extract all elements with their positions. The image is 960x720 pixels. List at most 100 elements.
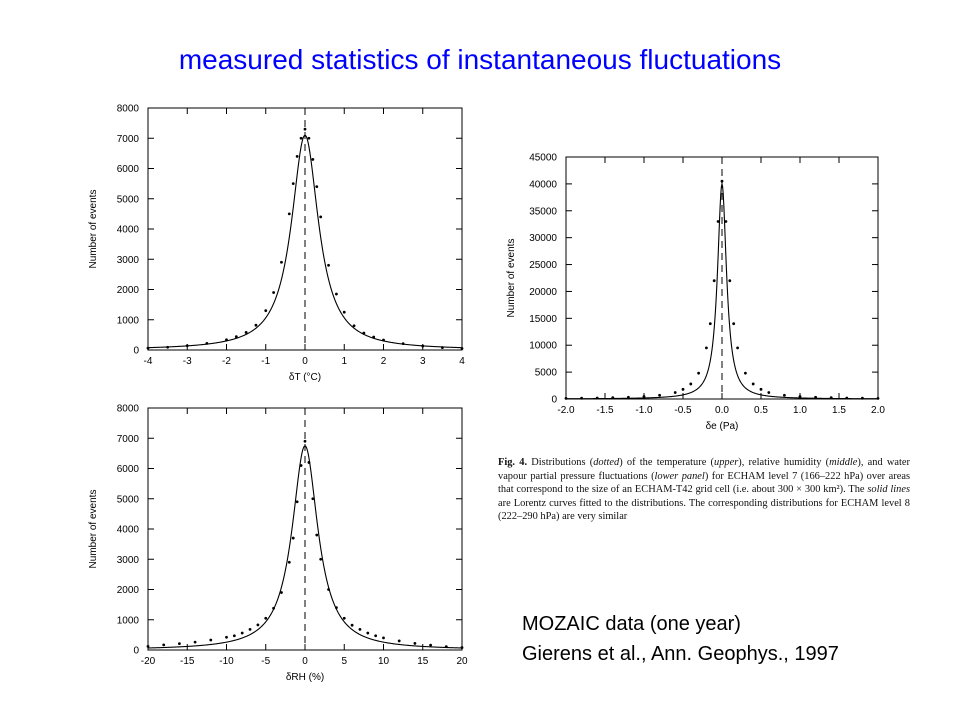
x-tick-label: -0.5 (674, 405, 692, 416)
x-axis-label: δe (Pa) (706, 421, 739, 432)
y-tick-label: 1000 (117, 315, 140, 326)
distribution-point (307, 461, 311, 464)
distribution-point (429, 643, 432, 647)
distribution-point (240, 631, 244, 635)
distribution-point (342, 310, 346, 314)
y-tick-label: 8000 (117, 404, 140, 415)
distribution-point (287, 212, 291, 216)
distribution-point (580, 396, 583, 400)
distribution-point (759, 387, 763, 391)
lorentz-fit-line (565, 183, 879, 400)
distribution-point (673, 391, 677, 394)
y-axis-label: Number of events (88, 190, 99, 269)
x-axis-label: δRH (%) (286, 672, 324, 683)
distribution-point (611, 396, 615, 400)
x-axis-label: δT (°C) (289, 372, 321, 383)
distribution-point (185, 344, 189, 348)
y-tick-label: 7000 (117, 134, 140, 145)
x-tick-label: 5 (341, 656, 347, 667)
distribution-point (362, 331, 366, 335)
distribution-point (315, 185, 319, 189)
y-tick-label: 35000 (529, 206, 557, 217)
x-tick-label: 1.0 (793, 405, 807, 416)
distribution-point (254, 323, 258, 327)
y-tick-label: 2000 (117, 285, 140, 296)
caption-label: Fig. 4. (498, 457, 528, 468)
distribution-point (372, 335, 376, 339)
y-tick-label: 40000 (529, 179, 557, 190)
distribution-point (291, 536, 295, 540)
distribution-point (244, 331, 248, 334)
distribution-point (299, 136, 303, 140)
lorentz-fit-line (147, 445, 463, 649)
distribution-point (829, 396, 833, 400)
x-tick-label: -1.0 (635, 405, 653, 416)
distribution-point (421, 344, 425, 348)
x-tick-label: 2.0 (871, 405, 885, 416)
distribution-point (382, 636, 385, 640)
distribution-point (728, 279, 732, 283)
x-tick-label: -10 (219, 656, 234, 667)
distribution-point (708, 322, 712, 326)
distribution-point (460, 347, 464, 350)
distribution-point (845, 396, 849, 400)
x-tick-label: -20 (141, 656, 156, 667)
distribution-point (335, 606, 338, 610)
distribution-point (681, 387, 685, 391)
y-tick-label: 2000 (117, 585, 140, 596)
distribution-point (444, 645, 448, 649)
y-tick-label: 3000 (117, 255, 140, 266)
x-tick-label: 0.5 (754, 405, 768, 416)
distribution-point (291, 182, 295, 186)
x-tick-label: 3 (420, 356, 426, 367)
distribution-point (712, 279, 716, 283)
x-tick-label: -2.0 (557, 405, 575, 416)
distribution-point (327, 263, 330, 267)
distribution-point (658, 393, 661, 397)
source-citation-line: Gierens et al., Ann. Geophys., 1997 (522, 643, 839, 665)
distribution-point (327, 588, 330, 591)
distribution-point (232, 634, 236, 638)
x-tick-label: -15 (180, 656, 195, 667)
y-tick-label: 5000 (117, 194, 140, 205)
y-tick-label: 45000 (529, 153, 557, 164)
distribution-point (307, 136, 311, 140)
source-data-line: MOZAIC data (one year) (522, 613, 741, 635)
vapour-pressure-distribution-chart: -2.0 -1.5 -1.0 -0.5 0.0 0.5 1.0 1.5 2.0 0 5000 1000… (506, 153, 885, 433)
distribution-point (342, 616, 346, 620)
x-tick-label: 4 (459, 356, 465, 367)
y-tick-label: 5000 (535, 368, 558, 379)
distribution-point (744, 371, 747, 375)
distribution-point (166, 345, 170, 349)
humidity-distribution-chart: -20 -15 -10 -5 0 5 10 15 20 0 1000 2000 3000 4000 5000… (88, 404, 468, 684)
distribution-point (352, 324, 356, 328)
distribution-point (716, 220, 720, 223)
x-tick-label: 15 (417, 656, 429, 667)
y-tick-label: 15000 (529, 314, 557, 325)
y-axis-label: Number of events (506, 239, 517, 318)
x-tick-label: 1 (341, 356, 347, 367)
distribution-point (280, 260, 283, 264)
y-tick-label: 0 (133, 346, 139, 357)
distribution-point (287, 560, 291, 564)
y-axis-label: Number of events (88, 490, 99, 569)
distribution-point (642, 395, 646, 398)
y-tick-label: 4000 (117, 225, 140, 236)
figure-caption: Fig. 4. Distributions (dotted) of the te… (498, 457, 910, 523)
distribution-point (751, 382, 755, 386)
distribution-point (798, 395, 802, 398)
distribution-point (319, 215, 323, 219)
distribution-point (209, 638, 213, 642)
x-tick-label: 0 (302, 356, 308, 367)
distribution-point (225, 338, 228, 342)
distribution-point (319, 557, 323, 561)
distribution-point (595, 396, 599, 400)
lorentz-fit-line (147, 134, 463, 349)
slide-title: measured statistics of instantaneous flu… (178, 44, 782, 75)
distribution-point (724, 220, 728, 223)
distribution-point (295, 500, 299, 504)
x-tick-label: 2 (381, 356, 387, 367)
distribution-point (335, 292, 338, 296)
x-tick-label: -4 (144, 356, 153, 367)
y-tick-label: 7000 (117, 434, 140, 445)
